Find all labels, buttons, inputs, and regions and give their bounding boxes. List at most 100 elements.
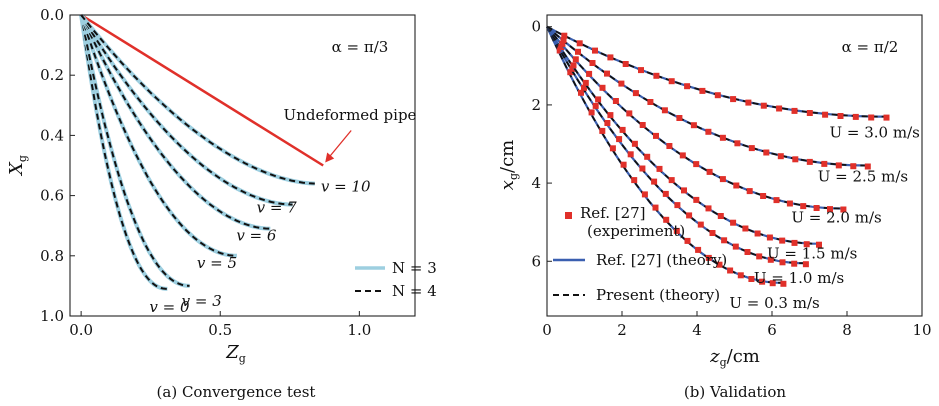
exp-point-u-2-5-m-s [821, 160, 828, 167]
curve-v-7-n4 [80, 14, 293, 206]
curve-label-v-0: v = 0 [149, 298, 190, 316]
curve-u-2-0-m-s-present-theory [546, 26, 842, 210]
exp-point-u-3-0-m-s [776, 105, 783, 112]
exp-point-u-1-5-m-s [607, 112, 614, 119]
exp-point-u-2-0-m-s [760, 193, 767, 199]
exp-point-u-1-5-m-s [693, 196, 700, 203]
exp-point-u-0-3-m-s [705, 254, 712, 261]
legend-n3-label: N = 3 [392, 259, 437, 277]
exp-point-u-2-5-m-s [734, 140, 741, 147]
exp-point-u-3-0-m-s [852, 113, 859, 120]
panel-a-ytick-label: 0.4 [40, 126, 64, 144]
exp-point-u-3-0-m-s [699, 87, 706, 94]
panel-a-legend: N = 3 N = 4 [355, 259, 437, 300]
exp-point-u-1-0-m-s [697, 221, 704, 228]
panel-a-ylabel: Xg [6, 155, 29, 177]
svg-text:zg/cm: zg/cm [709, 346, 760, 369]
svg-text:xg/cm: xg/cm [497, 140, 520, 190]
exp-point-u-0-3-m-s [748, 276, 755, 282]
panel-b-plot-area: U = 0.3 m/s U = 1.0 m/s U = 1.5 m/s U = 2.0… [546, 25, 920, 312]
curve-label-u-1-0-m-s: U = 1.0 m/s [754, 269, 844, 287]
panel-a-xtick-label: 0.0 [69, 321, 93, 339]
exp-point-u-2-0-m-s [599, 84, 606, 91]
exp-point-u-0-3-m-s [609, 145, 616, 152]
panel-b-xtick-label: 4 [692, 321, 702, 339]
panel-a-ytick-label: 0.2 [40, 66, 64, 84]
panel-a-xlabel-sub: g [239, 352, 246, 365]
curve-v-0-n4 [80, 14, 168, 290]
exp-point-u-2-5-m-s [604, 70, 610, 77]
exp-point-u-2-0-m-s [559, 40, 566, 47]
exp-point-u-3-0-m-s [760, 102, 767, 109]
exp-point-u-2-5-m-s [835, 162, 842, 169]
legend-experiment-marker [565, 212, 572, 219]
panel-b-xtick-label: 8 [842, 321, 852, 339]
exp-point-u-3-0-m-s [607, 54, 614, 61]
panel-a-xlabel: Zg [225, 342, 246, 365]
exp-point-u-1-0-m-s [756, 253, 763, 260]
panel-b-frame [546, 14, 923, 317]
curve-label-u-2-0-m-s: U = 2.0 m/s [791, 209, 881, 227]
exp-point-u-1-5-m-s [742, 225, 749, 232]
exp-point-u-0-3-m-s [641, 191, 648, 198]
panel-b-xtick-label: 2 [617, 321, 627, 339]
exp-point-u-1-0-m-s [732, 243, 739, 250]
exp-point-u-1-0-m-s [604, 120, 611, 126]
exp-point-u-2-0-m-s [786, 200, 793, 207]
curve-v-10-n4 [80, 14, 315, 185]
exp-point-u-0-3-m-s [578, 89, 584, 96]
exp-point-u-1-0-m-s [627, 151, 634, 158]
panel-a-plot-area: v = 0v = 3 v = 5 v = 6 v = 7 v = 10 [79, 13, 371, 316]
exp-point-u-2-5-m-s [589, 60, 596, 66]
exp-point-u-1-0-m-s [592, 102, 599, 109]
exp-point-u-0-3-m-s [684, 237, 691, 244]
panel-b-legend: Ref. [27] (experiment) Ref. [27] (theory… [553, 204, 727, 304]
exp-point-u-1-0-m-s [802, 261, 809, 268]
exp-point-u-0-3-m-s [620, 161, 627, 168]
undeformed-pipe-line [80, 13, 324, 167]
exp-point-u-1-5-m-s [803, 241, 810, 248]
panel-a-ytick-label: 0.6 [40, 187, 64, 205]
exp-point-u-3-0-m-s [684, 83, 691, 90]
legend-ref-theory-label: Ref. [27] (theory) [596, 251, 727, 269]
exp-point-u-1-5-m-s [570, 62, 577, 69]
exp-point-u-2-0-m-s [639, 122, 646, 128]
exp-point-u-2-5-m-s [676, 115, 683, 121]
undeformed-pipe-arrowhead [325, 152, 335, 163]
panel-b-ytick-label: 6 [531, 252, 541, 270]
undeformed-pipe-label: Undeformed pipe [284, 106, 417, 124]
exp-point-u-1-0-m-s [791, 260, 798, 267]
exp-point-u-0-3-m-s [673, 227, 680, 234]
exp-point-u-1-0-m-s [616, 136, 623, 143]
curve-label-v-6: v = 6 [236, 227, 277, 245]
panel-a-ytick-label: 0.8 [40, 247, 64, 265]
exp-point-u-2-5-m-s [632, 90, 639, 97]
exp-point-u-3-0-m-s [883, 114, 890, 121]
panel-b-xtick-label: 6 [767, 321, 777, 339]
legend-experiment-label: Ref. [27] [580, 204, 646, 222]
panel-a-ytick-label: 0.0 [40, 6, 64, 24]
exp-point-u-2-0-m-s [746, 188, 753, 195]
exp-point-u-1-0-m-s [651, 178, 658, 185]
exp-point-u-1-5-m-s [705, 205, 712, 212]
exp-point-u-2-0-m-s [827, 206, 833, 213]
exp-point-u-2-0-m-s [813, 205, 820, 211]
exp-point-u-0-3-m-s [780, 280, 787, 287]
curve-label-v-3: v = 3 [182, 292, 222, 310]
exp-point-u-2-5-m-s [748, 145, 755, 152]
curve-label-v-10: v = 10 [321, 178, 371, 196]
exp-point-u-3-0-m-s [638, 67, 644, 74]
exp-point-u-1-0-m-s [721, 237, 728, 244]
panel-a: v = 0v = 3 v = 5 v = 6 v = 7 v = 10 0.0 0.5 1.… [6, 6, 437, 401]
exp-point-u-3-0-m-s [806, 110, 813, 116]
exp-point-u-3-0-m-s [622, 61, 629, 67]
exp-point-u-2-0-m-s [679, 152, 686, 159]
exp-point-u-3-0-m-s [822, 111, 829, 118]
curve-v-6-n4 [80, 14, 271, 230]
exp-point-u-3-0-m-s [576, 40, 583, 47]
exp-point-u-1-0-m-s [639, 165, 646, 172]
panel-b-ylabel-unit: /cm [497, 140, 518, 173]
curve-v-10-n3 [79, 13, 315, 186]
exp-point-u-0-3-m-s [759, 278, 766, 285]
panel-b-ylabel: xg/cm [497, 140, 520, 190]
